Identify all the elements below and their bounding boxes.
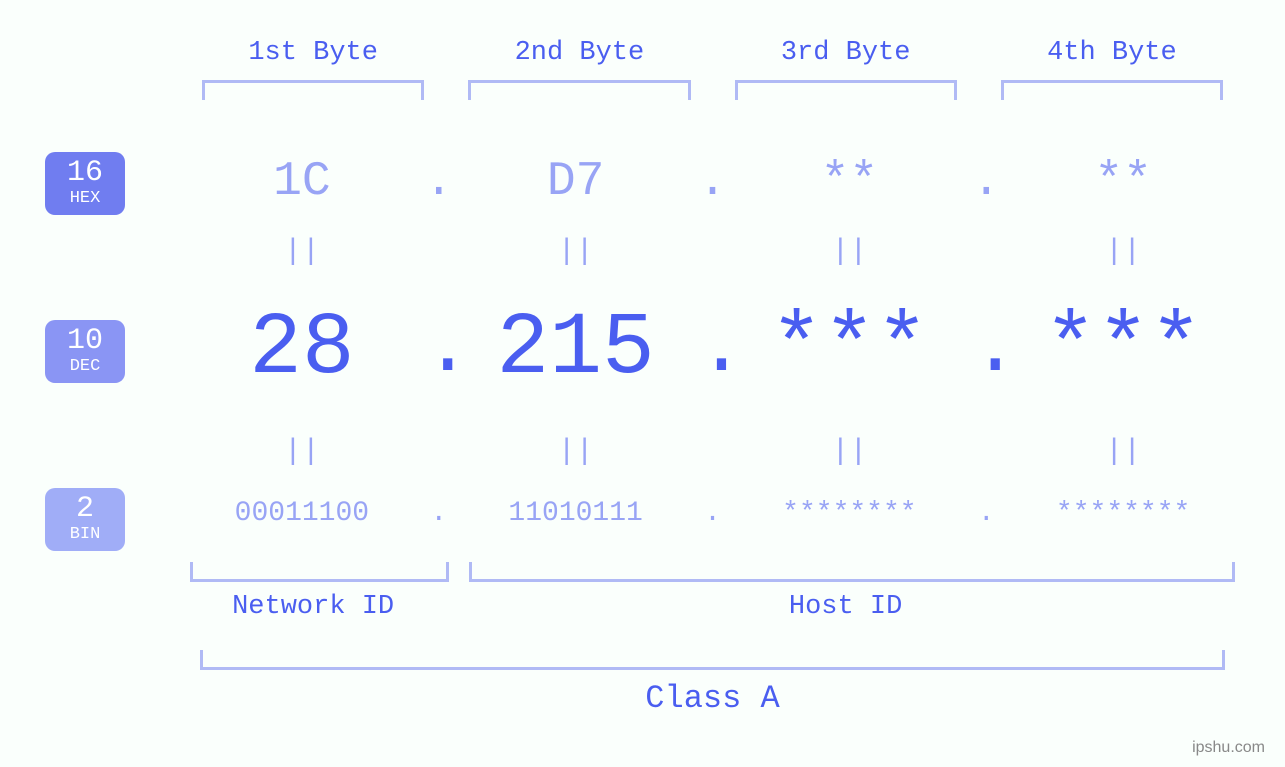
- dot-separator: .: [424, 155, 454, 209]
- dec-row: 28 . 215 . *** . ***: [180, 300, 1245, 399]
- hex-row: 1C . D7 . ** . **: [180, 155, 1245, 209]
- host-id-label: Host ID: [446, 592, 1245, 622]
- bracket-icon: [735, 80, 957, 100]
- dec-byte-3: ***: [728, 300, 972, 399]
- byte-header-2: 2nd Byte: [446, 38, 712, 68]
- hex-badge-label: HEX: [45, 190, 125, 207]
- hex-badge-num: 16: [45, 158, 125, 188]
- equals-icon: ||: [728, 235, 972, 269]
- dot-separator: .: [698, 498, 728, 529]
- bracket-icon: [469, 562, 1235, 582]
- dot-separator: .: [698, 155, 728, 209]
- dot-separator: .: [424, 304, 454, 395]
- equals-row-2: || || || ||: [180, 435, 1245, 469]
- equals-icon: ||: [1001, 235, 1245, 269]
- dec-badge-label: DEC: [45, 358, 125, 375]
- hex-byte-2: D7: [454, 155, 698, 209]
- bin-badge-num: 2: [45, 494, 125, 524]
- class-bracket-icon: [200, 650, 1225, 670]
- bin-row: 00011100 . 11010111 . ******** . *******…: [180, 498, 1245, 529]
- bin-badge: 2 BIN: [45, 488, 125, 551]
- dot-separator: .: [971, 304, 1001, 395]
- dec-badge: 10 DEC: [45, 320, 125, 383]
- bin-badge-label: BIN: [45, 526, 125, 543]
- net-host-brackets: [180, 562, 1245, 582]
- hex-byte-4: **: [1001, 155, 1245, 209]
- dec-byte-4: ***: [1001, 300, 1245, 399]
- dec-byte-1: 28: [180, 300, 424, 399]
- equals-row-1: || || || ||: [180, 235, 1245, 269]
- equals-icon: ||: [454, 435, 698, 469]
- equals-icon: ||: [728, 435, 972, 469]
- equals-icon: ||: [1001, 435, 1245, 469]
- dot-separator: .: [698, 304, 728, 395]
- bracket-icon: [1001, 80, 1223, 100]
- bin-byte-4: ********: [1001, 498, 1245, 529]
- hex-badge: 16 HEX: [45, 152, 125, 215]
- class-label: Class A: [200, 680, 1225, 717]
- equals-icon: ||: [180, 435, 424, 469]
- network-id-label: Network ID: [180, 592, 446, 622]
- bracket-icon: [468, 80, 690, 100]
- bin-byte-2: 11010111: [454, 498, 698, 529]
- bin-byte-3: ********: [728, 498, 972, 529]
- dec-byte-2: 215: [454, 300, 698, 399]
- hex-byte-3: **: [728, 155, 972, 209]
- byte-headers: 1st Byte 2nd Byte 3rd Byte 4th Byte: [180, 38, 1245, 68]
- dot-separator: .: [971, 155, 1001, 209]
- equals-icon: ||: [180, 235, 424, 269]
- equals-icon: ||: [454, 235, 698, 269]
- byte-header-1: 1st Byte: [180, 38, 446, 68]
- byte-brackets: [180, 80, 1245, 100]
- bin-byte-1: 00011100: [180, 498, 424, 529]
- bracket-icon: [202, 80, 424, 100]
- byte-header-3: 3rd Byte: [713, 38, 979, 68]
- dot-separator: .: [424, 498, 454, 529]
- byte-header-4: 4th Byte: [979, 38, 1245, 68]
- dot-separator: .: [971, 498, 1001, 529]
- hex-byte-1: 1C: [180, 155, 424, 209]
- bracket-icon: [190, 562, 449, 582]
- net-host-labels: Network ID Host ID: [180, 592, 1245, 622]
- dec-badge-num: 10: [45, 326, 125, 356]
- watermark: ipshu.com: [1192, 739, 1265, 757]
